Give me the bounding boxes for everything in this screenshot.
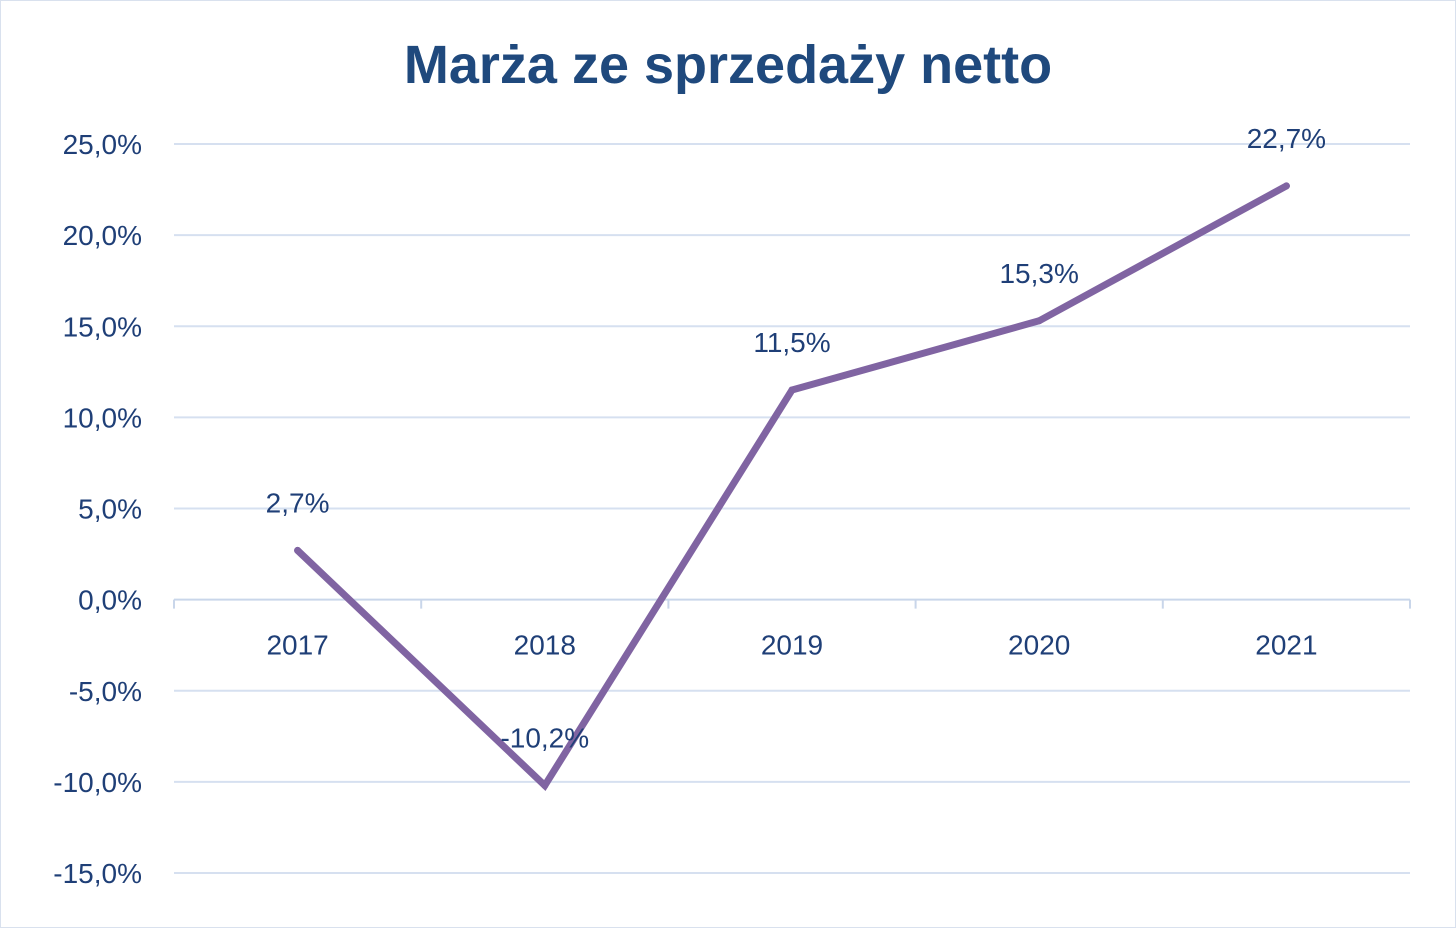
data-point — [541, 782, 549, 790]
y-axis-tick-labels: 25,0% 20,0% 15,0% 10,0% 5,0% 0,0% -5,0% -10,0% -… — [53, 129, 142, 889]
data-label: 22,7% — [1247, 123, 1326, 154]
data-point — [294, 546, 302, 554]
y-tick-label: 20,0% — [63, 220, 142, 251]
data-label: 2,7% — [266, 487, 330, 518]
y-tick-label: 25,0% — [63, 129, 142, 160]
y-tick-label: 10,0% — [63, 402, 142, 433]
x-axis-category-labels: 2017 2018 2019 2020 2021 — [266, 630, 1317, 661]
y-tick-label: 0,0% — [78, 585, 142, 616]
gridlines — [174, 143, 1410, 874]
y-tick-label: 5,0% — [78, 494, 142, 525]
data-point — [788, 386, 796, 394]
series-line — [294, 182, 1290, 792]
x-category-label: 2021 — [1255, 630, 1317, 661]
x-axis — [173, 598, 1411, 609]
chart-title: Marża ze sprzedaży netto — [403, 35, 1053, 95]
y-tick-label: 15,0% — [63, 311, 142, 342]
data-point — [1035, 317, 1043, 325]
x-category-label: 2019 — [761, 630, 823, 661]
y-tick-label: -15,0% — [53, 858, 142, 889]
data-label: 11,5% — [753, 327, 830, 358]
y-tick-label: -10,0% — [53, 767, 142, 798]
data-label: 15,3% — [999, 258, 1078, 289]
series-line-path — [294, 182, 1290, 792]
y-tick-label: -5,0% — [69, 676, 142, 707]
x-category-label: 2017 — [266, 630, 328, 661]
data-label: -10,2% — [500, 723, 589, 754]
data-labels: 2,7% -10,2% 11,5% 15,3% 22,7% — [266, 123, 1326, 754]
x-category-label: 2018 — [514, 630, 576, 661]
data-point — [1282, 182, 1290, 190]
x-category-label: 2020 — [1008, 630, 1070, 661]
